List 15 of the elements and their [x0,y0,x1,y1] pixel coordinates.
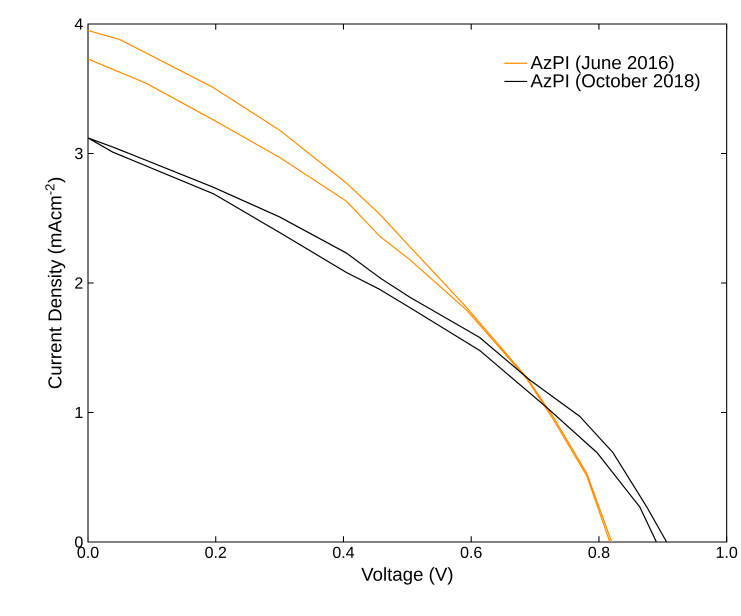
x-tick-label: 0.8 [588,546,610,558]
y-tick-label: 3 [75,148,83,160]
x-tick-label: 0.2 [205,546,226,558]
x-tick-label: 0.4 [332,546,354,558]
y-tick-label: 4 [74,18,83,30]
y-tick-label: 2 [75,277,82,289]
y-tick-label: 1 [76,406,83,418]
x-tick-label: 0.0 [78,546,99,558]
legend-label: AzPI (October 2018) [530,74,700,92]
y-axis-title: Current Density (mAcm$^{-2}$) [45,178,66,388]
x-tick-label: 0.6 [460,546,482,558]
x-tick-label: 1.0 [716,546,738,558]
x-axis-title: Voltage (V) [361,567,452,585]
y-tick-label: 0 [75,536,83,548]
legend-label: AzPI (June 2016) [530,55,674,73]
